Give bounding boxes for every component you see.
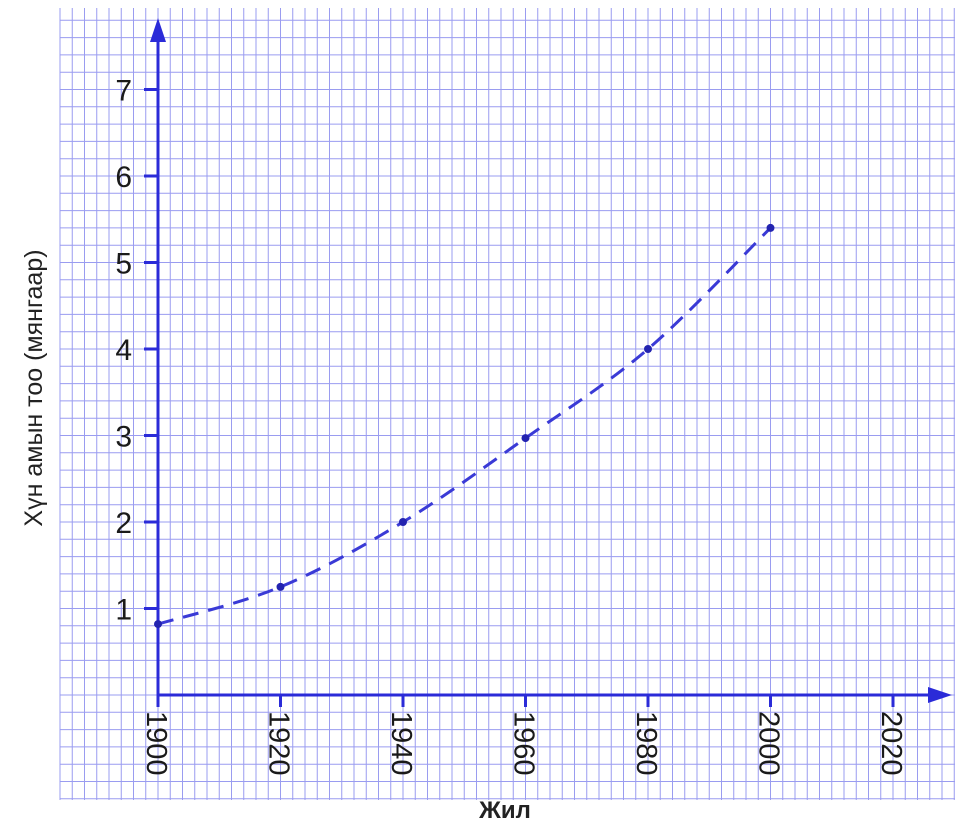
chart-grid	[59, 8, 955, 800]
y-tick-label: 5	[115, 248, 132, 281]
x-tick-label: 2000	[753, 711, 785, 776]
y-axis-title: Хүн амын тоо (мянгаар)	[20, 249, 48, 526]
x-tick-label: 1960	[508, 711, 540, 776]
data-point	[399, 518, 407, 526]
x-tick-label: 1940	[385, 711, 417, 776]
y-axis-ticks: 1 2 3 4 5 6 7	[115, 75, 158, 627]
data-point	[644, 345, 652, 353]
y-tick-label: 7	[115, 75, 132, 108]
y-tick-label: 1	[115, 594, 132, 627]
y-axis-arrow-icon	[150, 18, 166, 42]
x-axis-ticks: 1900 1920 1940 1960 1980 2000 2020	[140, 695, 907, 776]
x-tick-label: 1900	[140, 711, 172, 776]
x-tick-label: 1920	[263, 711, 295, 776]
y-tick-label: 4	[115, 334, 132, 367]
x-tick-label: 1980	[630, 711, 662, 776]
x-tick-label: 2020	[875, 711, 907, 776]
y-tick-label: 2	[115, 507, 132, 540]
x-axis-title: Жил	[478, 797, 531, 824]
data-point	[766, 223, 775, 232]
data-point	[276, 582, 285, 591]
data-point	[154, 620, 162, 629]
chart-series	[154, 223, 775, 629]
y-tick-label: 3	[115, 421, 132, 454]
y-tick-label: 6	[115, 161, 132, 194]
chart-axes	[150, 18, 952, 703]
x-axis-arrow-icon	[928, 687, 952, 703]
series-line	[157, 226, 772, 626]
data-point	[521, 434, 530, 443]
